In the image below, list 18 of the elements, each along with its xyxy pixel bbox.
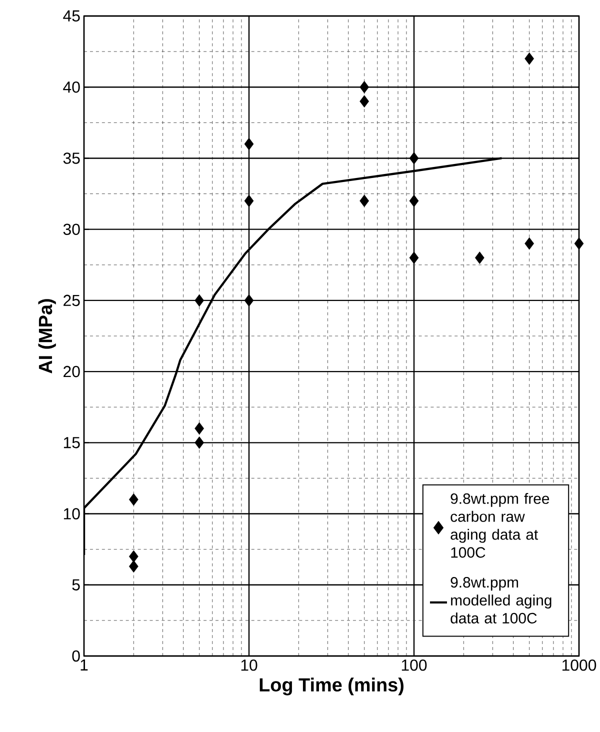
- y-axis-title: AI (MPa): [38, 299, 56, 374]
- legend-label: 9.8wt.ppm modelled aging data at 100C: [450, 577, 552, 624]
- y-tick-label: 10: [64, 508, 80, 520]
- y-tick-label: 30: [63, 224, 80, 235]
- y-tick-label: 35: [63, 152, 80, 164]
- x-tick-label: 10: [241, 660, 258, 671]
- x-axis-title: Log Time (mins): [260, 678, 404, 696]
- y-tick-label: 5: [72, 579, 80, 590]
- y-tick-label: 40: [63, 81, 80, 93]
- x-tick-label: 1: [80, 660, 88, 670]
- y-tick-label: 15: [64, 437, 80, 448]
- y-tick-label: 25: [64, 294, 80, 306]
- y-tick-label: 0: [72, 650, 80, 662]
- y-tick-label: 45: [63, 10, 80, 22]
- legend-label: 9.8wt.ppm free carbon raw aging data at 100C: [450, 492, 550, 558]
- y-tick-label: 20: [64, 366, 80, 378]
- x-tick-label: 100: [402, 660, 427, 671]
- x-tick-label: 1000: [562, 660, 596, 671]
